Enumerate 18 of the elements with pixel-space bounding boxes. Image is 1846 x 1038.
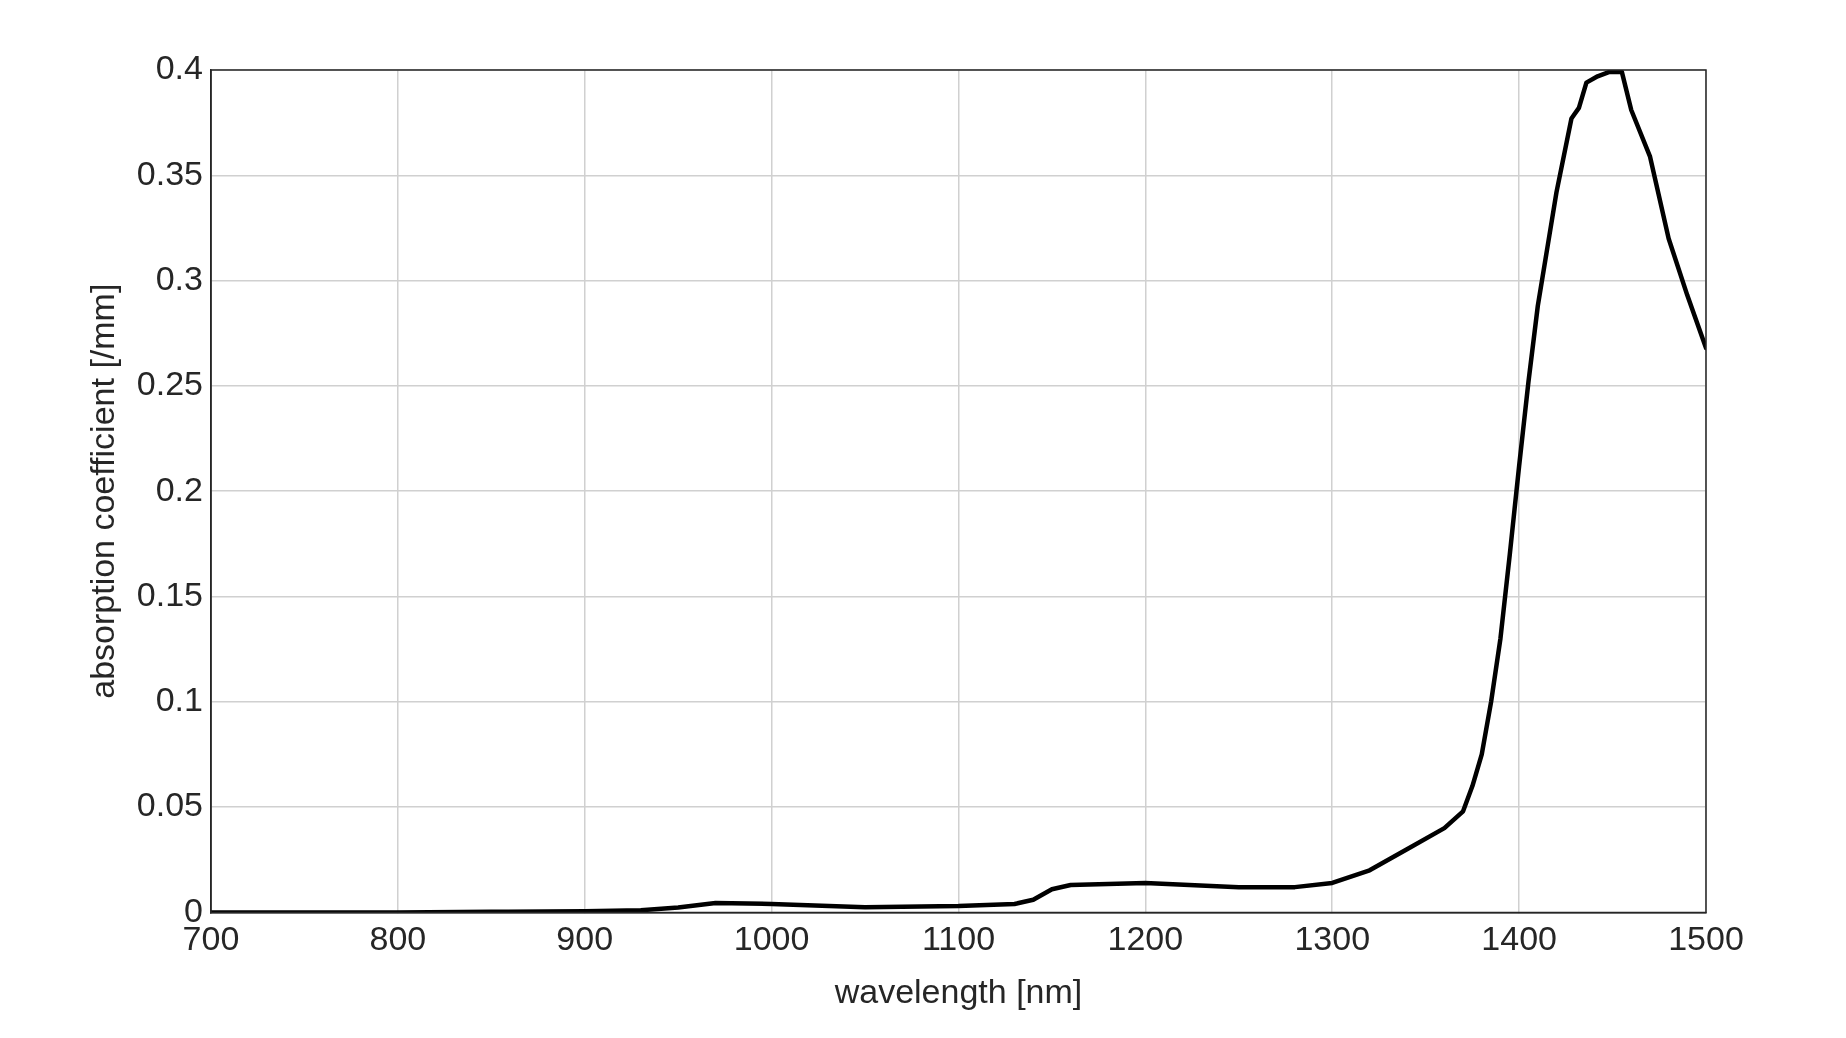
x-tick-label: 1100 — [921, 919, 996, 958]
y-tick-label: 0.1 — [155, 680, 203, 719]
y-tick-label: 0.15 — [136, 574, 203, 613]
y-tick-label: 0.3 — [155, 258, 203, 297]
y-axis-title: absorption coefficient [/mm] — [82, 283, 121, 699]
y-tick-label: 0.25 — [136, 364, 203, 403]
x-tick-label: 1500 — [1668, 919, 1744, 958]
x-tick-label: 1000 — [733, 919, 810, 958]
x-tick-label: 800 — [369, 919, 427, 958]
y-tick-label: 0.35 — [136, 153, 203, 192]
x-tick-label: 1400 — [1481, 919, 1557, 958]
x-tick-label: 1300 — [1294, 919, 1371, 958]
x-tick-label: 900 — [556, 919, 614, 958]
y-tick-label: 0.2 — [155, 469, 203, 508]
y-tick-label: 0.05 — [136, 785, 203, 824]
y-tick-label: 0.4 — [155, 48, 203, 87]
x-tick-label: 1200 — [1107, 919, 1184, 958]
x-axis-title: wavelength [nm] — [833, 971, 1083, 1010]
